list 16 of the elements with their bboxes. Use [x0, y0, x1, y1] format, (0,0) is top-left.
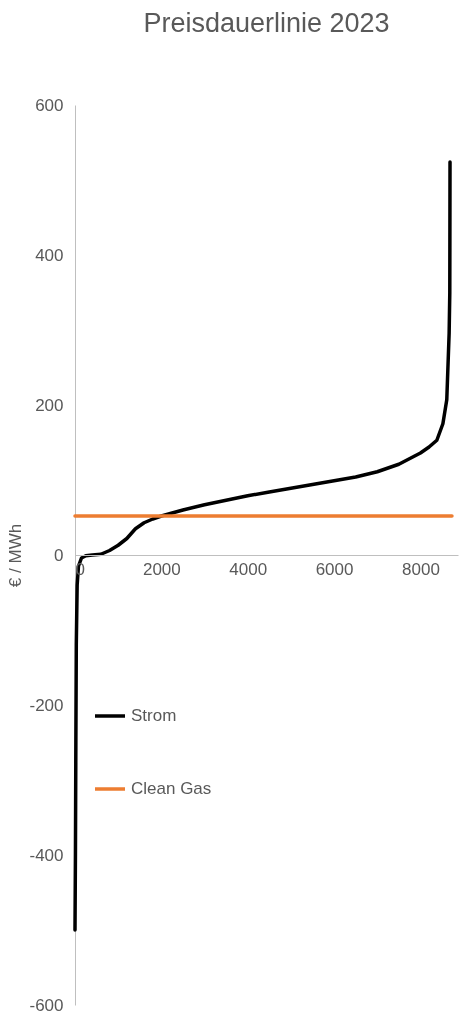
y-tick-label: -400 [29, 845, 64, 865]
chart-title: Preisdauerlinie 2023 [143, 8, 390, 38]
y-tick-label: 200 [35, 395, 64, 415]
y-tick-label: 0 [54, 545, 64, 565]
legend-label: Clean Gas [131, 779, 212, 798]
x-tick-label: 6000 [315, 559, 354, 579]
y-tick-label: 400 [35, 245, 64, 265]
x-tick-label: 4000 [229, 559, 268, 579]
y-tick-label: -600 [29, 995, 64, 1015]
y-axis-title: € / MWh [6, 523, 26, 588]
y-tick-label: 600 [35, 95, 64, 115]
legend-label: Strom [131, 706, 177, 725]
line-series [73, 160, 452, 932]
x-tick-label: 2000 [142, 559, 181, 579]
x-tick-label: 8000 [402, 559, 440, 579]
y-tick-label: -200 [29, 695, 64, 715]
